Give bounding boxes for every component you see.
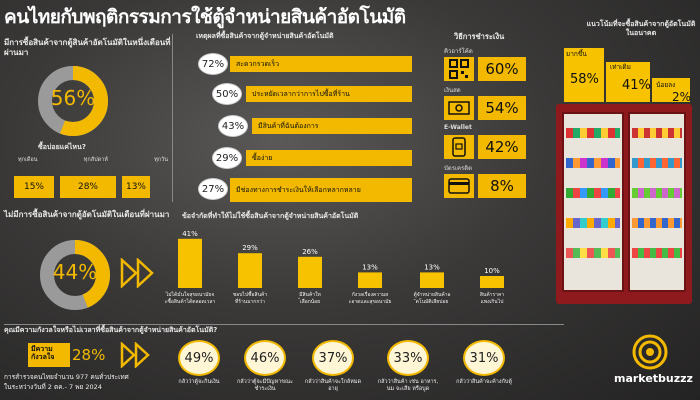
reason-5-pct: 27% [198,178,228,200]
frequency-weekly: 28% [60,176,116,198]
trend-same-value: 41% [622,78,651,93]
double-arrow-icon [120,342,150,368]
limits-bar-value: 13% [424,263,440,271]
brand-name: marketbuzzz [614,372,693,385]
trend-same-label: เท่าเดิม [610,63,631,71]
trend-heading: แนวโน้มที่จะซื้อสินค้าจากตู้อัตโนมัติในอ… [586,20,696,37]
limits-category-label: ัตโนมัติเสียบ่อย [414,298,449,305]
page-title: คนไทยกับพฤติกรรมการใช้ตู้จำหน่ายสินค้าอั… [4,6,406,28]
worry-item-3: 37% กลัวว่าสินค้าจะใกล้หมดอายุ [298,340,368,392]
worry-item-1-value: 49% [178,340,220,376]
worry-heading: คุณมีความกังวลใจหรือไม่เวลาที่ซื้อสินค้า… [4,326,218,334]
worry-item-1-label: กลัวว่าตู้จะกินเงิน [178,379,220,385]
footer-line-2: ในระหว่างวันที่ 2 ตค.- 7 พย 2024 [4,382,102,391]
limits-bar-value: 10% [484,267,500,275]
worry-item-5-value: 31% [463,340,505,376]
limits-bar-value: 41% [182,230,198,238]
limits-category-label: ะซื้อสินค้าได้ตลอดเวลา [165,296,216,305]
limits-bar [238,253,262,288]
payment-cash-value: 54% [478,96,526,120]
reason-5: มีช่องทางการชำระเงินให้เลือกหลากหลาย [230,178,412,202]
limits-bar [298,256,322,288]
limits-category-label: สินค้าราคา [480,291,504,298]
double-arrow-icon [120,258,154,288]
frequency-daily: 13% [122,176,150,198]
footer-line-1: การสำรวจคนไทยจำนวน 977 คนทั่วประเทศ [4,373,129,381]
vending-machine-illustration [556,104,692,304]
limits-bar-value: 13% [362,263,378,271]
worry-item-3-label: กลัวว่าสินค้าจะใกล้หมดอายุ [304,379,362,392]
limits-heading: ข้อจำกัดที่ทำให้ไม่ใช้ซื้อสินค้าจากตู้จำ… [182,212,359,220]
payment-label-ewallet: E-Wallet [444,124,472,131]
limits-category-label: แพงเกินไป [481,298,504,305]
limits-bar-chart: 41% ไม่ได้มั่นใจสุขอนามัยจะซื้อสินค้าได้ต… [165,230,505,305]
reason-3: มีสินค้าที่ฉันต้องการ [252,118,412,134]
worried-value: 28% [72,346,106,364]
worry-item-2: 46% กลัวว่าตู้จะมีปัญหาขณะชำระเงิน [230,340,300,392]
worry-item-3-value: 37% [312,340,354,376]
trend-more-value: 58% [570,72,599,87]
worry-item-4: 33% กลัวว่าสินค้า เช่น อาหาร, นม จะเสีย … [370,340,446,392]
limits-category-label: ะอาดและสุขอนามัย [349,299,392,305]
worry-item-2-value: 46% [244,340,286,376]
nonbuyers-heading: ไม่มีการซื้อสินค้าจากตู้อัตโนมัติในเดือน… [4,210,170,219]
divider [172,34,173,202]
limits-category-label: ชอบไปซื้อสินค้า [233,289,267,298]
limits-category-label: ้เลือกน้อย [298,296,320,305]
limits-bar [358,272,382,288]
worry-item-5-label: กลัวว่าสินค้าจะค้างกับตู้ [456,379,512,385]
payment-heading: วิธีการชำระเงิน [454,32,505,41]
worry-item-2-label: กลัวว่าตู้จะมีปัญหาขณะชำระเงิน [236,379,294,392]
reason-2-pct: 50% [212,83,242,105]
wallet-icon [444,135,474,159]
limits-bar [420,272,444,288]
payment-label-cash: เงินสด [444,87,461,94]
trend-more-label: มากขึ้น [566,50,587,58]
nonbuyers-donut [40,240,110,310]
limits-category-label: ตู้จำหน่ายสินค้าอ [413,291,450,298]
limits-category-label: ไม่ได้มั่นใจสุขอนามัยจ [165,291,215,298]
payment-label-card: บัตรเครดิต [444,165,473,172]
buyers-donut-value: 56% [50,86,96,110]
worry-item-5: 31% กลัวว่าสินค้าจะค้างกับตู้ [446,340,522,386]
buyers-donut [38,66,108,136]
reason-1: สะดวกรวดเร็ว [230,56,412,72]
payment-label-qr: คิวอาร์โค้ด [444,48,473,55]
reason-3-pct: 43% [218,115,248,137]
frequency-label-daily: ทุกวัน [154,157,168,163]
payment-ewallet-value: 42% [478,135,526,159]
worry-item-1: 49% กลัวว่าตู้จะกินเงิน [164,340,234,386]
credit-card-icon [444,174,474,198]
worry-item-4-label: กลัวว่าสินค้า เช่น อาหาร, นม จะเสีย หรือ… [377,379,439,392]
worry-item-4-value: 33% [387,340,429,376]
buyers-heading: มีการซื้อสินค้าจากตู้สินค้าอัตโนมัติในหน… [4,38,171,57]
limits-bar-value: 26% [302,248,318,256]
reason-1-pct: 72% [198,53,228,75]
limits-bar-value: 29% [242,244,258,252]
qr-code-icon [444,57,474,81]
limits-category-label: ที่ร้านมากกว่า [235,298,265,305]
reasons-heading: เหตุผลที่ซื้อสินค้าจากตู้จำหน่ายสินค้าอั… [196,32,334,40]
marketbuzzz-logo-icon [632,334,668,370]
frequency-label-weekly: ทุกสัปดาห์ [83,157,108,163]
trend-less-label: น้อยลง [656,81,676,89]
divider [4,324,564,325]
worried-label: มีความกังวลใจ [28,343,70,367]
limits-category-label: กังวลเรื่องความส [352,291,389,298]
reason-2: ประหยัดเวลากว่าการไปซื้อที่ร้าน [246,86,412,102]
limits-bar [178,238,202,288]
frequency-label-monthly: ทุกเดือน [18,157,38,163]
nonbuyers-donut-value: 44% [52,260,98,284]
reason-4-pct: 29% [212,147,242,169]
reason-4: ซื้อง่าย [246,150,412,166]
frequency-monthly: 15% [14,176,54,198]
limits-bar [480,276,504,288]
payment-card-value: 8% [478,174,526,198]
payment-qr-value: 60% [478,57,526,81]
cash-icon [444,96,474,120]
limits-category-label: มีสินค้าให [299,291,321,298]
trend-less-value: 2% [672,90,692,104]
frequency-question: ซื้อบ่อยแค่ไหน? [38,143,86,151]
